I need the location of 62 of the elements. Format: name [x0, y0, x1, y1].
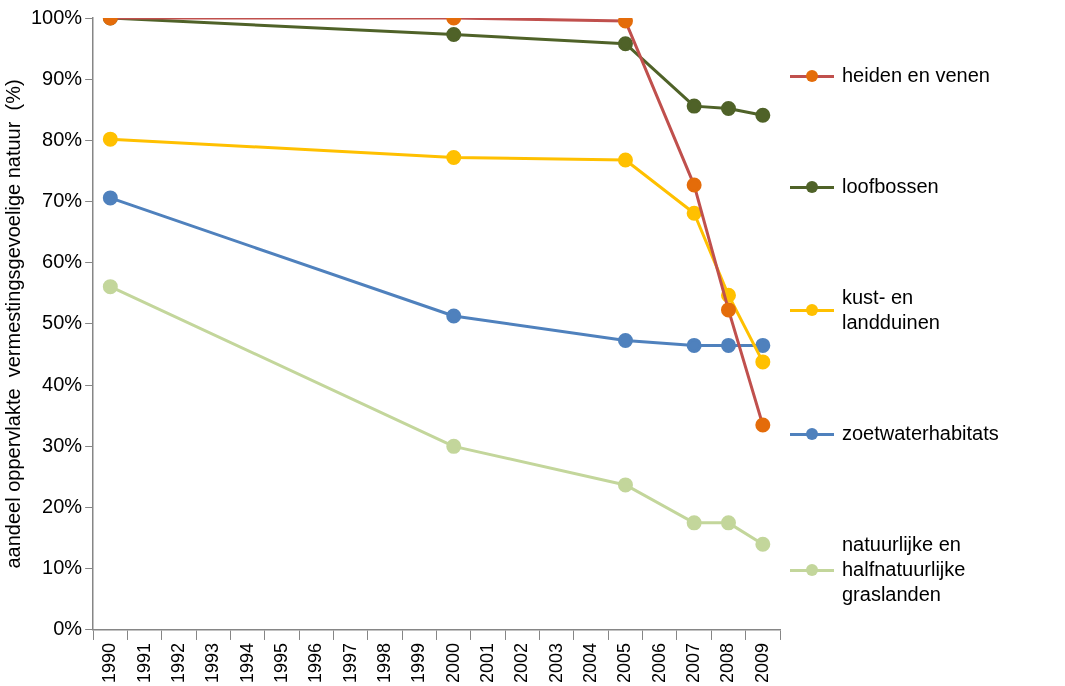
- point: [720, 302, 736, 318]
- x-tick-label: 2004: [580, 642, 601, 683]
- y-tick-label: 70%: [42, 189, 83, 212]
- y-tick-label: 30%: [42, 433, 83, 456]
- legend-label: loofbossen: [842, 174, 939, 199]
- x-tick-label: 1991: [133, 642, 154, 683]
- point: [446, 27, 462, 43]
- y-tick-label: 20%: [42, 495, 83, 518]
- x-tick-label: 1992: [167, 642, 188, 683]
- point: [755, 337, 771, 353]
- x-tick-label: 2007: [683, 642, 704, 683]
- x-tick-label: 2008: [717, 642, 738, 683]
- x-tick-label: 2001: [477, 642, 498, 683]
- point: [686, 177, 702, 193]
- x-tick-label: 1994: [236, 642, 257, 683]
- point: [755, 107, 771, 123]
- x-tick-label: 1996: [305, 642, 326, 683]
- x-tick-label: 1990: [99, 642, 120, 683]
- point: [617, 477, 633, 493]
- x-tick-label: 1995: [271, 642, 291, 683]
- y-tick-label: 50%: [42, 311, 83, 334]
- y-tick-label: 0%: [53, 617, 83, 640]
- x-tick-label: 1993: [202, 642, 223, 683]
- x-tick-label: 2003: [545, 642, 566, 683]
- legend-label: natuurlijke en halfnatuurlijke graslanden: [842, 532, 967, 607]
- x-tick-label: 1997: [339, 642, 360, 683]
- y-tick-label: 90%: [42, 66, 83, 89]
- point: [720, 515, 736, 531]
- legend-label: zoetwaterhabitats: [842, 421, 999, 446]
- point: [686, 98, 702, 114]
- y-tick-label: 100%: [31, 5, 83, 28]
- point: [755, 354, 771, 370]
- point: [446, 150, 462, 166]
- y-tick-label: 60%: [42, 250, 83, 273]
- x-tick-label: 1999: [408, 642, 429, 683]
- point: [720, 101, 736, 117]
- y-axis-title: aandeel oppervlakte vermestingsgevoelige natuur (%): [1, 79, 24, 569]
- point: [446, 308, 462, 324]
- y-tick-label: 10%: [42, 556, 83, 579]
- legend-label: heiden en venen: [842, 63, 990, 88]
- x-tick-label: 2002: [511, 642, 532, 683]
- point: [686, 205, 702, 221]
- point: [686, 515, 702, 531]
- legend-label: kust- en landduinen: [842, 285, 941, 335]
- point: [102, 279, 118, 295]
- point: [617, 152, 633, 168]
- x-tick-label: 1998: [374, 642, 395, 683]
- point: [720, 337, 736, 353]
- point: [617, 333, 633, 348]
- point: [617, 36, 633, 52]
- point: [755, 417, 771, 433]
- point: [102, 190, 118, 206]
- x-tick-label: 2009: [751, 642, 772, 683]
- point: [755, 536, 771, 552]
- x-tick-label: 2005: [614, 642, 635, 683]
- y-tick-label: 80%: [42, 127, 83, 150]
- y-tick-label: 40%: [42, 372, 83, 395]
- x-tick-label: 2006: [648, 642, 669, 683]
- point: [446, 438, 462, 454]
- point: [686, 337, 702, 353]
- point: [102, 131, 118, 147]
- x-tick-label: 2000: [442, 642, 463, 683]
